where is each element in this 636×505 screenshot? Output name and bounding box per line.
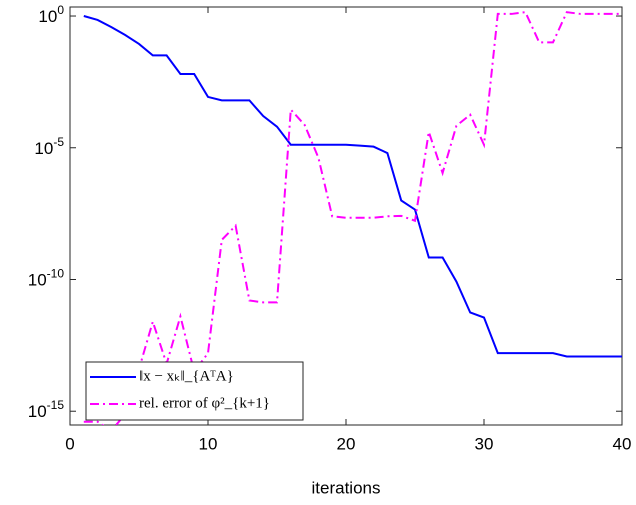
x-tick-label: 10: [199, 434, 218, 453]
legend-box: [85, 361, 304, 421]
legend-label: ‖x − xₖ‖_{AᵀA}: [139, 368, 234, 384]
y-tick-label: 10-5: [34, 135, 64, 158]
plot-area: [69, 6, 623, 426]
x-tick-label: 0: [65, 434, 74, 453]
x-axis-label: iterations: [312, 478, 381, 497]
x-tick-label: 40: [613, 434, 632, 453]
x-tick-label: 20: [337, 434, 356, 453]
y-tick-label: 100: [38, 3, 64, 26]
y-tick-label: 10-15: [28, 398, 65, 421]
plot-lines: [83, 11, 622, 425]
y-tick-label: 10-10: [28, 267, 65, 290]
series-line: [83, 15, 622, 358]
series-line: [83, 11, 622, 425]
x-tick-label: 30: [475, 434, 494, 453]
legend-label: rel. error of φ²_{k+1}: [139, 395, 270, 411]
